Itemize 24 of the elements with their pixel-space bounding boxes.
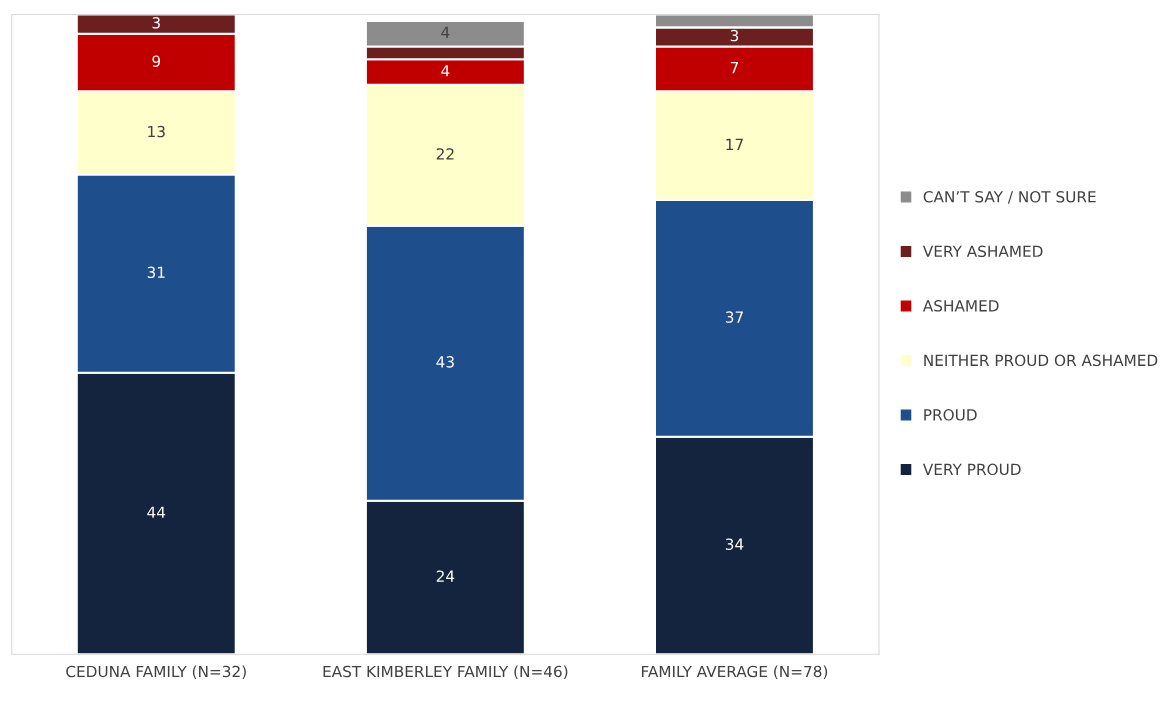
legend-label: CAN’T SAY / NOT SURE: [923, 191, 1096, 204]
data-label: 9: [152, 55, 161, 67]
data-label: 3: [152, 17, 160, 29]
data-label: 43: [436, 356, 454, 368]
data-label: 37: [725, 311, 743, 323]
legend-label: ASHAMED: [922, 300, 999, 312]
legend-label: NEITHER PROUD OR ASHAMED: [924, 354, 1158, 367]
legend-label: VERY PROUD: [922, 463, 1021, 476]
legend-label: PROUD: [924, 409, 977, 421]
x-tick-label: FAMILY AVERAGE (N=78): [641, 665, 828, 680]
legend-label: VERY ASHAMED: [922, 245, 1043, 258]
x-tick-label: EAST KIMBERLEY FAMILY (N=46): [323, 665, 568, 680]
data-label: 7: [730, 62, 739, 74]
data-label: 44: [147, 506, 166, 518]
data-label: 22: [436, 148, 454, 160]
data-label: 34: [725, 538, 744, 550]
data-label: 31: [147, 266, 165, 279]
data-label: 17: [726, 138, 743, 150]
data-label: 4: [441, 26, 450, 38]
data-label: 3: [730, 29, 739, 42]
x-tick-label: CEDUNA FAMILY (N=32): [66, 665, 246, 680]
data-label: 4: [441, 65, 450, 77]
data-label: 24: [436, 570, 455, 582]
data-label: 13: [148, 125, 165, 138]
